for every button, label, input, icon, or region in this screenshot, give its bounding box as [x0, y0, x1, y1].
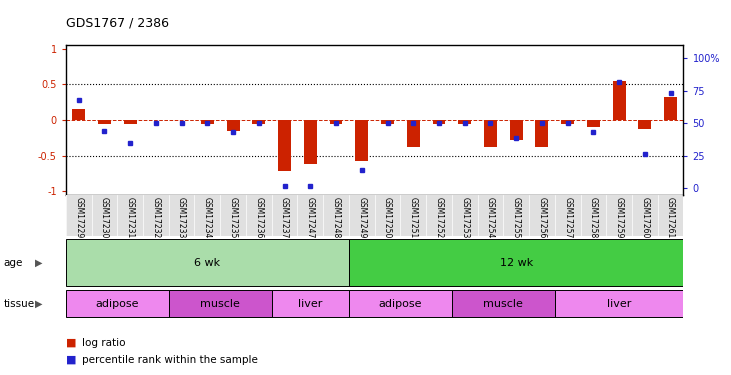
Bar: [561, 120, 574, 124]
Text: adipose: adipose: [379, 299, 422, 309]
Bar: [169, 290, 272, 317]
Bar: [124, 120, 137, 124]
Text: muscle: muscle: [483, 299, 523, 309]
Text: GSM17256: GSM17256: [537, 197, 547, 238]
Bar: [98, 120, 111, 124]
Bar: [304, 120, 317, 164]
Text: GSM17259: GSM17259: [615, 197, 624, 238]
Bar: [272, 290, 349, 317]
Text: liver: liver: [298, 299, 322, 309]
Text: 12 wk: 12 wk: [499, 258, 533, 267]
Text: GSM17233: GSM17233: [177, 197, 186, 238]
Text: 6 wk: 6 wk: [194, 258, 221, 267]
Bar: [613, 81, 626, 120]
Text: log ratio: log ratio: [82, 338, 126, 348]
Bar: [355, 120, 368, 161]
Text: GSM17251: GSM17251: [409, 197, 417, 238]
Text: tissue: tissue: [4, 299, 35, 309]
Bar: [66, 290, 169, 317]
Bar: [407, 120, 420, 147]
Text: GSM17254: GSM17254: [486, 197, 495, 238]
Text: GSM17234: GSM17234: [202, 197, 212, 238]
Bar: [381, 120, 394, 124]
Text: GSM17260: GSM17260: [640, 197, 649, 238]
Text: age: age: [4, 258, 23, 267]
Text: GSM17237: GSM17237: [280, 197, 289, 238]
Text: percentile rank within the sample: percentile rank within the sample: [82, 355, 258, 365]
Text: GSM17258: GSM17258: [589, 197, 598, 238]
Bar: [433, 120, 445, 124]
Bar: [458, 120, 471, 124]
Bar: [555, 290, 683, 317]
Text: GDS1767 / 2386: GDS1767 / 2386: [66, 17, 169, 30]
Text: liver: liver: [607, 299, 632, 309]
Bar: [587, 120, 600, 127]
Bar: [638, 120, 651, 129]
Text: ▶: ▶: [35, 299, 42, 309]
Text: GSM17248: GSM17248: [332, 197, 341, 238]
Text: GSM17261: GSM17261: [666, 197, 675, 238]
Bar: [510, 120, 523, 140]
Text: GSM17229: GSM17229: [74, 197, 83, 238]
Bar: [201, 120, 213, 124]
Bar: [536, 120, 548, 147]
Bar: [349, 290, 452, 317]
Bar: [227, 120, 240, 131]
Text: GSM17236: GSM17236: [254, 197, 263, 238]
Text: GSM17247: GSM17247: [306, 197, 315, 238]
Text: ■: ■: [66, 338, 76, 348]
Text: GSM17231: GSM17231: [126, 197, 135, 238]
Bar: [66, 239, 349, 286]
Text: GSM17249: GSM17249: [357, 197, 366, 238]
Text: GSM17250: GSM17250: [383, 197, 392, 238]
Text: adipose: adipose: [96, 299, 139, 309]
Bar: [278, 120, 291, 171]
Bar: [252, 120, 265, 124]
Bar: [330, 120, 342, 124]
Text: GSM17232: GSM17232: [151, 197, 160, 238]
Bar: [484, 120, 497, 147]
Bar: [349, 239, 683, 286]
Bar: [664, 97, 677, 120]
Bar: [72, 109, 85, 120]
Text: GSM17235: GSM17235: [229, 197, 238, 238]
Text: GSM17255: GSM17255: [512, 197, 520, 238]
Text: ▶: ▶: [35, 258, 42, 267]
Text: muscle: muscle: [200, 299, 240, 309]
Text: GSM17253: GSM17253: [461, 197, 469, 238]
Text: GSM17257: GSM17257: [563, 197, 572, 238]
Text: GSM17230: GSM17230: [100, 197, 109, 238]
Text: GSM17252: GSM17252: [434, 197, 444, 238]
Text: ■: ■: [66, 355, 76, 365]
Bar: [452, 290, 555, 317]
